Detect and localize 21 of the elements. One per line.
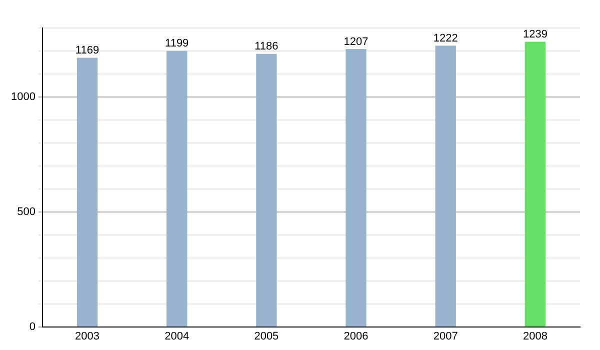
x-tick-label: 2003: [75, 330, 100, 342]
bar: [76, 58, 98, 327]
bar: [256, 54, 277, 327]
x-tick-label: 2007: [433, 330, 458, 342]
bar: [166, 50, 188, 327]
y-tick-label: 1000: [10, 90, 36, 103]
bar: [346, 49, 366, 327]
x-tick-label: 2005: [254, 330, 279, 342]
data-label: 1199: [165, 38, 189, 50]
x-tick-label: 2006: [344, 330, 368, 342]
x-tick-label: 2008: [522, 330, 548, 342]
data-label: 1207: [344, 36, 368, 48]
y-tick-label: 0: [29, 320, 36, 333]
data-label: 1169: [75, 44, 100, 57]
bar: [524, 42, 546, 327]
data-label: 1239: [522, 28, 548, 41]
bar: [435, 46, 456, 327]
y-tick-label: 500: [17, 206, 36, 218]
x-tick-label: 2004: [164, 330, 190, 342]
data-label: 1222: [433, 32, 458, 44]
data-label: 1186: [254, 40, 278, 53]
